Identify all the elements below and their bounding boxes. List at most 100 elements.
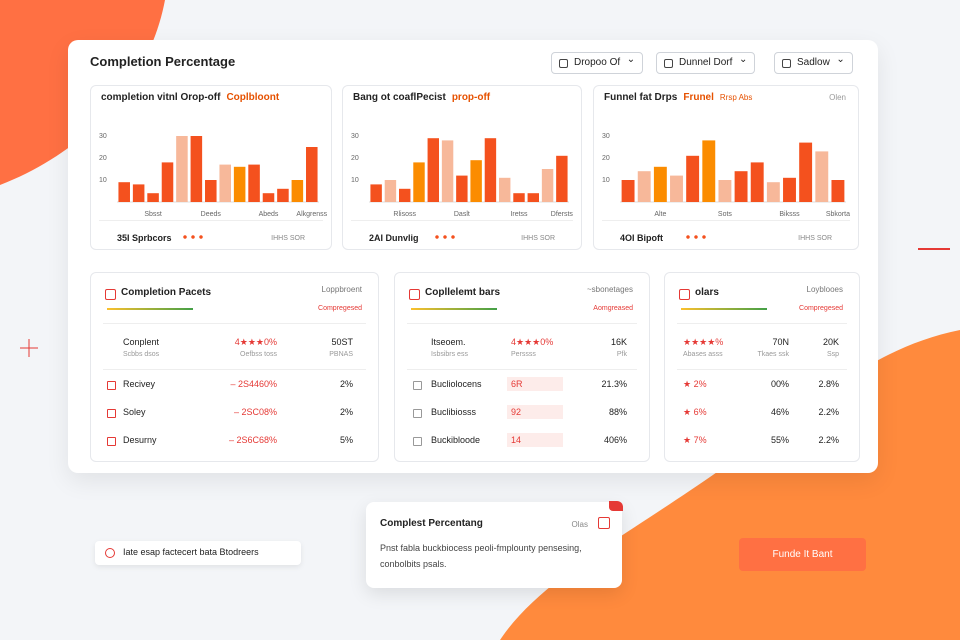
bar	[799, 142, 813, 202]
cell: 2%	[339, 379, 353, 389]
bar	[718, 180, 732, 202]
bar	[441, 140, 454, 202]
y-tick-label: 30	[99, 133, 107, 140]
bar	[734, 171, 748, 202]
table-link[interactable]: Aomgreased	[593, 305, 633, 312]
header-cell: 4★★★0%	[234, 337, 277, 347]
bar	[831, 180, 845, 202]
popup-body: Pnst fabla buckbiocess peoli-fmplounty p…	[380, 543, 582, 569]
x-tick-label: Daslt	[454, 211, 470, 218]
chart-subtitle: prop-off	[451, 92, 491, 103]
chart: 10 20 30 Sbsst Deeds Abeds Alkgrenss	[99, 133, 327, 218]
divider	[351, 220, 573, 221]
header-sub: Tkaes ssk	[757, 351, 789, 358]
table-link[interactable]: Compregesed	[318, 305, 362, 312]
cell: ★ 6%	[683, 407, 707, 417]
divider	[677, 369, 847, 370]
header-cell: 50ST	[331, 337, 353, 347]
bar	[262, 193, 275, 202]
bar	[132, 184, 145, 202]
header-sub: Abases asss	[683, 351, 723, 358]
table-title: Copllelemt bars	[425, 287, 501, 298]
bar	[621, 180, 635, 202]
bar	[291, 180, 304, 202]
bar-bg	[507, 405, 563, 419]
bar	[190, 136, 203, 202]
icon[interactable]	[598, 517, 610, 529]
table-link[interactable]: Compregesed	[799, 305, 843, 312]
header-sub: Perssss	[511, 351, 536, 358]
chart-subtitle: Frunel	[683, 92, 714, 103]
header-cell: 70N	[772, 337, 789, 347]
cell: Buclibiosss	[431, 407, 477, 417]
dropdown[interactable]: Sadlow	[774, 50, 853, 74]
table-tag: Loppbroent	[321, 285, 362, 294]
cell: Desurny	[123, 435, 157, 445]
table-icon	[409, 289, 420, 300]
divider	[677, 323, 847, 324]
cell: Soley	[123, 407, 146, 417]
chart-card: Bang ot coaflPecist prop-off 10 20 30 Rlisoss…	[342, 85, 582, 250]
cell: – 2S4460%	[230, 379, 277, 389]
bar	[513, 193, 525, 202]
bar	[176, 136, 188, 202]
dots	[181, 235, 205, 239]
cell: Bucliolocens	[431, 379, 482, 389]
cell: ★ 7%	[683, 435, 707, 445]
bar	[783, 177, 796, 202]
icon	[105, 548, 115, 558]
x-tick-label: Abeds	[259, 211, 279, 218]
header-cell: 20K	[822, 337, 839, 347]
row-icon	[413, 437, 422, 446]
y-tick-label: 30	[351, 133, 359, 140]
row-icon	[413, 381, 422, 390]
bar	[499, 177, 511, 202]
x-tick-label: Sots	[718, 211, 733, 218]
cell: 5%	[339, 435, 353, 445]
bar	[653, 166, 667, 202]
bar	[766, 182, 780, 202]
divider	[407, 369, 637, 370]
chart-title: Bang ot coaflPecist prop-off	[353, 92, 491, 103]
x-tick-label: Sbkorta	[826, 211, 850, 218]
chart-tag: Rrsp Abs	[719, 93, 753, 102]
chart-footer: 4OI Bipoft	[620, 233, 663, 243]
bar	[370, 184, 382, 202]
cell: ★ 2%	[683, 379, 707, 389]
chart-subtitle: Coplbloont	[226, 92, 280, 103]
y-tick-label: 20	[351, 155, 359, 162]
action-button[interactable]: Funde It Bant	[739, 538, 866, 571]
chart-link[interactable]: IHHS SOR	[521, 235, 555, 242]
bar	[484, 138, 497, 202]
divider	[99, 220, 323, 221]
table-icon	[105, 289, 116, 300]
dropdown[interactable]: Dunnel Dorf	[656, 50, 756, 74]
table-title: Completion Pacets	[121, 287, 212, 298]
header-cell: 4★★★0%	[511, 337, 554, 347]
chart-link[interactable]: IHHS SOR	[798, 235, 832, 242]
y-tick-label: 20	[602, 155, 610, 162]
bar	[306, 147, 318, 202]
table-icon	[679, 289, 690, 300]
table-card: Completion Pacets Loppbroent Compregesed Co…	[90, 272, 379, 462]
header-sub: Pfk	[616, 351, 627, 358]
bar	[205, 180, 217, 202]
cell: 21.3%	[601, 379, 627, 389]
cell: – 2S6C68%	[228, 435, 277, 445]
dots	[684, 235, 708, 239]
cell: 46%	[770, 407, 789, 417]
bar	[456, 175, 468, 202]
badge	[609, 501, 623, 511]
progress	[107, 308, 193, 310]
bar	[233, 166, 246, 202]
chart-link[interactable]: IHHS SOR	[271, 235, 305, 242]
notice-pill: Iate esap factecert bata Btodreers	[95, 541, 301, 565]
dropdown[interactable]: Dropoo Of	[551, 50, 644, 74]
popup-tag: Olas	[571, 520, 588, 529]
x-tick-label: Rlisoss	[393, 211, 416, 218]
chart: 10 20 30 Rlisoss Daslt Iretss Dfersts	[351, 133, 573, 218]
x-tick-label: Sbsst	[144, 211, 162, 218]
y-tick-label: 20	[99, 155, 107, 162]
row-icon	[107, 381, 116, 390]
